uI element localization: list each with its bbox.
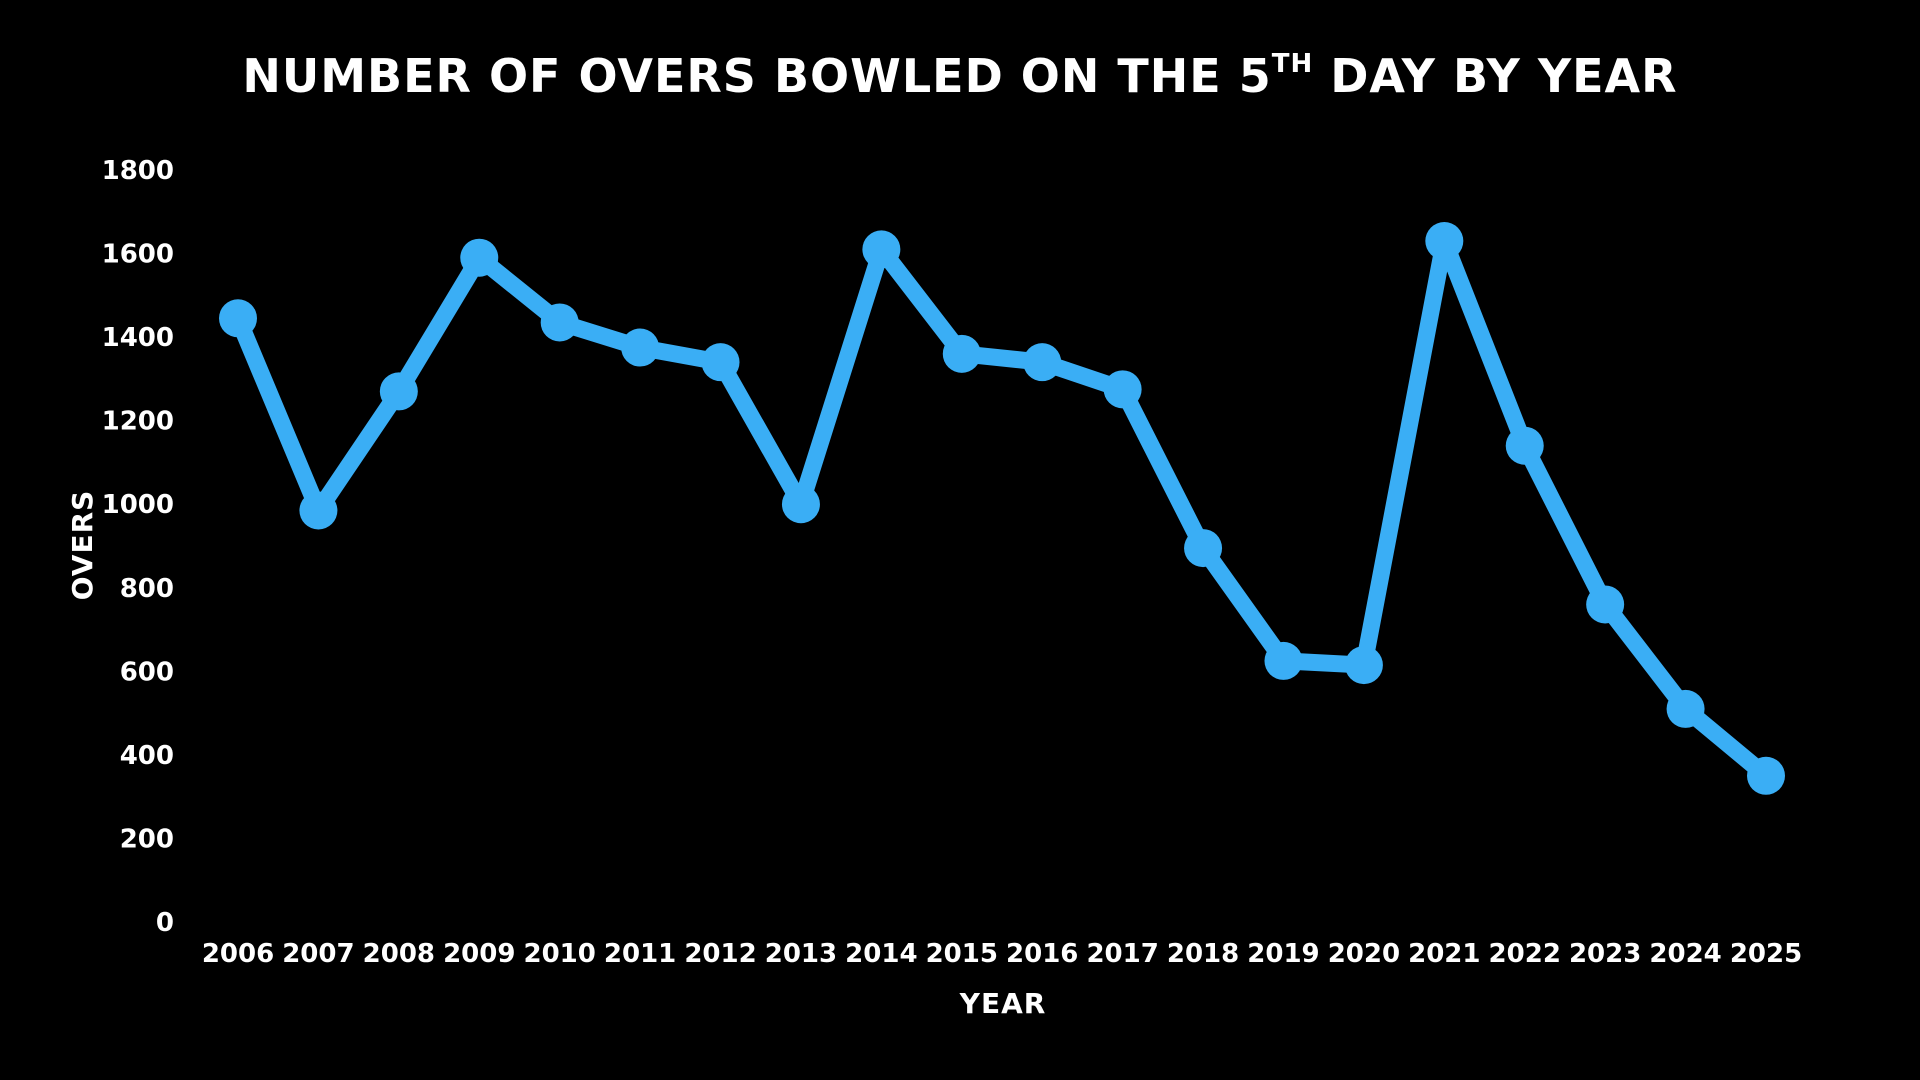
x-tick-label: 2014 bbox=[845, 939, 917, 969]
data-point bbox=[1505, 426, 1544, 465]
data-point bbox=[1184, 529, 1223, 568]
x-tick-label: 2018 bbox=[1167, 939, 1239, 969]
y-tick-label: 1800 bbox=[102, 156, 174, 186]
x-tick-label: 2021 bbox=[1408, 939, 1480, 969]
data-point bbox=[1747, 756, 1785, 795]
data-point bbox=[219, 299, 257, 338]
data-point bbox=[540, 303, 579, 342]
y-tick-label: 400 bbox=[120, 741, 174, 771]
x-tick-label: 2008 bbox=[363, 939, 435, 969]
data-point bbox=[862, 230, 901, 269]
chart-title-main: NUMBER OF OVERS BOWLED ON THE 5 bbox=[242, 49, 1271, 103]
data-point bbox=[701, 343, 740, 382]
x-tick-label: 2023 bbox=[1569, 939, 1641, 969]
x-tick-label: 2024 bbox=[1649, 939, 1721, 969]
data-point bbox=[942, 334, 981, 373]
x-tick-label: 2017 bbox=[1086, 939, 1158, 969]
data-point bbox=[781, 485, 820, 524]
chart-title: NUMBER OF OVERS BOWLED ON THE 5TH DAY BY… bbox=[242, 49, 1677, 103]
chart-title-superscript: TH bbox=[1272, 49, 1314, 79]
y-tick-label: 1400 bbox=[102, 323, 174, 353]
data-point bbox=[379, 372, 418, 411]
data-point bbox=[1425, 222, 1464, 261]
data-point bbox=[1103, 370, 1142, 409]
y-tick-label: 800 bbox=[120, 574, 174, 604]
data-point bbox=[1264, 641, 1303, 680]
y-tick-label: 0 bbox=[156, 908, 174, 938]
data-point bbox=[299, 491, 338, 530]
y-tick-label: 200 bbox=[120, 824, 174, 854]
series-line bbox=[229, 232, 1775, 785]
x-axis-ticks: 2006 2007 2008 2009 2010 2011 2012 2013 2014 2015… bbox=[202, 939, 1802, 969]
x-tick-label: 2016 bbox=[1006, 939, 1078, 969]
x-tick-label: 2007 bbox=[282, 939, 354, 969]
x-tick-label: 2012 bbox=[684, 939, 756, 969]
data-point bbox=[621, 328, 660, 367]
data-point bbox=[1344, 646, 1383, 685]
x-tick-label: 2015 bbox=[926, 939, 998, 969]
x-tick-label: 2025 bbox=[1730, 939, 1802, 969]
x-tick-label: 2013 bbox=[765, 939, 837, 969]
x-tick-label: 2009 bbox=[443, 939, 515, 969]
chart-title-suffix: DAY BY YEAR bbox=[1313, 49, 1677, 103]
y-tick-label: 1600 bbox=[102, 240, 174, 270]
data-point bbox=[1666, 689, 1705, 728]
x-tick-label: 2020 bbox=[1328, 939, 1400, 969]
y-axis-ticks: 0 200 400 600 800 1000 1200 1400 1600 1800 bbox=[102, 156, 174, 938]
series-points bbox=[219, 222, 1785, 795]
x-tick-label: 2006 bbox=[202, 939, 274, 969]
y-tick-label: 600 bbox=[120, 657, 174, 687]
x-tick-label: 2011 bbox=[604, 939, 676, 969]
data-point bbox=[460, 238, 499, 277]
x-axis-label: YEAR bbox=[959, 987, 1047, 1020]
data-point bbox=[1023, 343, 1062, 382]
data-point bbox=[1586, 585, 1625, 624]
y-axis-label: OVERS bbox=[66, 490, 99, 601]
x-tick-label: 2019 bbox=[1247, 939, 1319, 969]
y-tick-label: 1200 bbox=[102, 407, 174, 437]
x-tick-label: 2022 bbox=[1489, 939, 1561, 969]
y-tick-label: 1000 bbox=[102, 490, 174, 520]
x-tick-label: 2010 bbox=[523, 939, 595, 969]
